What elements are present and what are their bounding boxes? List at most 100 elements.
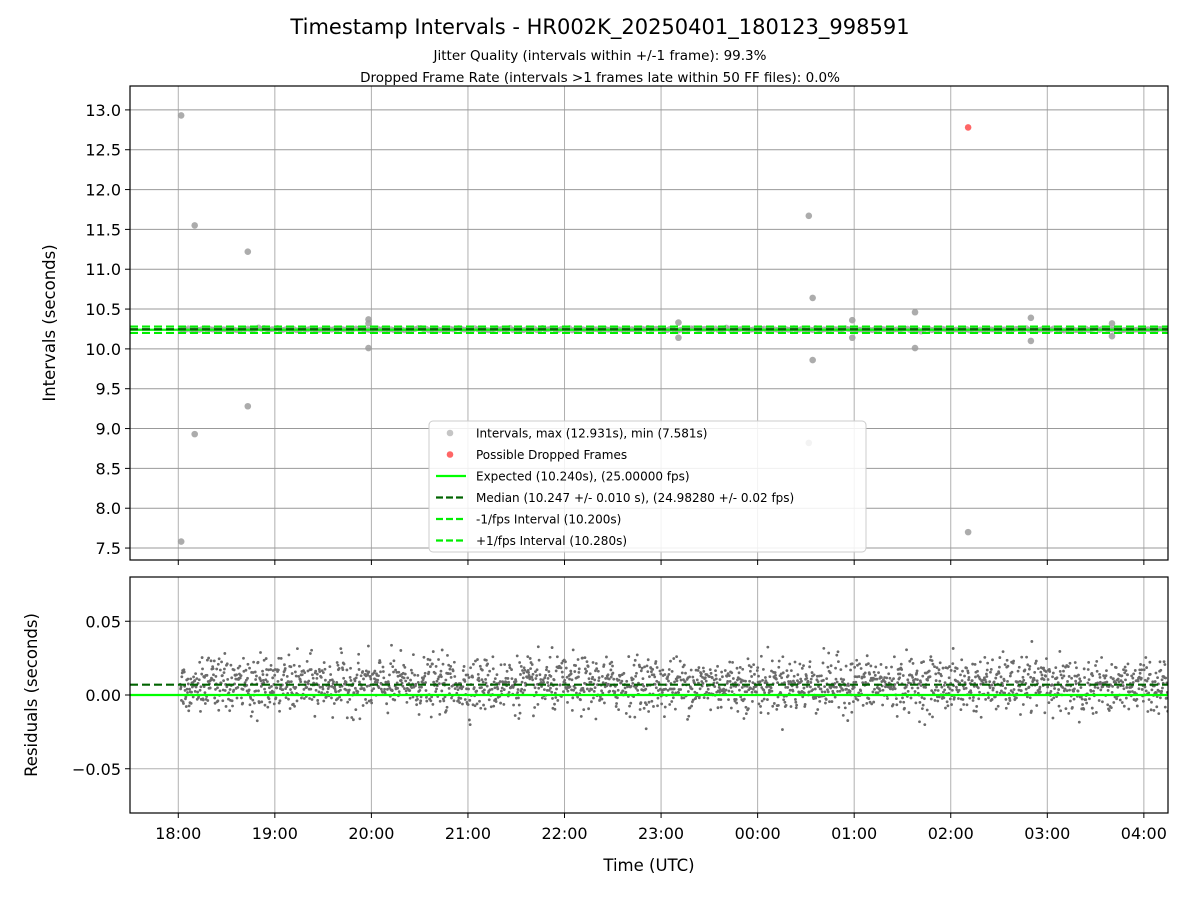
residual-point — [989, 670, 992, 674]
residual-point — [1003, 663, 1007, 666]
residual-point — [899, 662, 903, 666]
residual-point — [875, 677, 879, 681]
residual-point — [373, 680, 377, 684]
residual-point — [656, 689, 660, 692]
residual-point — [1040, 673, 1044, 677]
residual-point — [347, 688, 351, 692]
residual-point — [739, 680, 743, 684]
residual-point — [423, 674, 427, 678]
residual-point — [666, 689, 670, 692]
residual-point — [238, 676, 242, 680]
residual-point — [1161, 686, 1164, 690]
residual-point — [852, 700, 855, 704]
residual-point — [1087, 678, 1091, 681]
residual-point — [419, 699, 423, 703]
residual-point — [440, 689, 444, 693]
residual-point — [1130, 674, 1134, 678]
residual-point — [1003, 691, 1007, 695]
residual-point — [713, 685, 717, 688]
residual-point — [877, 671, 880, 674]
interval-outlier-point — [177, 538, 185, 545]
residual-point — [494, 700, 498, 703]
residual-point — [303, 671, 307, 675]
residual-point — [1073, 674, 1077, 678]
residual-point — [550, 690, 554, 694]
residual-point — [951, 662, 955, 666]
residual-point — [182, 702, 185, 705]
residual-point — [553, 702, 556, 706]
residual-point — [683, 680, 687, 684]
residual-point — [1163, 663, 1167, 666]
residual-point — [719, 705, 723, 709]
residual-point — [792, 674, 796, 678]
residual-point — [378, 660, 382, 664]
residual-point — [593, 678, 597, 682]
residual-point — [956, 680, 960, 683]
residual-point — [554, 696, 558, 699]
residual-point — [1054, 666, 1058, 669]
residual-point — [223, 689, 227, 692]
residual-point — [855, 658, 859, 662]
residual-point — [805, 677, 809, 680]
residual-point — [828, 671, 832, 675]
residual-point — [216, 686, 219, 690]
y-tick-label: 12.0 — [85, 181, 121, 200]
residual-point — [928, 675, 932, 679]
residual-point — [261, 669, 264, 673]
residual-point — [998, 691, 1002, 695]
residual-point — [1073, 661, 1077, 664]
residual-point — [922, 697, 926, 701]
residual-point — [656, 704, 659, 708]
residual-point — [950, 703, 953, 706]
interval-outlier-point — [244, 248, 252, 256]
residual-point — [570, 708, 574, 712]
residual-point — [955, 688, 959, 692]
residual-point — [669, 659, 672, 663]
residual-point — [884, 666, 888, 669]
intervals-y-axis-label: Intervals (seconds) — [40, 244, 59, 401]
residual-point — [748, 679, 751, 683]
residual-point — [886, 697, 889, 700]
residual-point — [716, 706, 720, 710]
residual-point — [515, 654, 519, 658]
residual-point — [893, 687, 897, 691]
residual-point — [789, 669, 793, 672]
residual-point — [1027, 685, 1031, 689]
residual-point — [244, 668, 248, 672]
residual-point — [537, 658, 541, 662]
residual-point — [1124, 669, 1128, 673]
residual-point — [290, 672, 294, 675]
residual-point — [1072, 689, 1076, 693]
residual-point — [492, 680, 496, 684]
residual-point — [1046, 678, 1050, 681]
residual-point — [814, 711, 818, 715]
residual-point — [953, 669, 957, 673]
residual-point — [449, 665, 453, 668]
residual-point — [588, 672, 592, 676]
legend-marker — [446, 429, 454, 437]
residual-point — [399, 679, 403, 682]
residual-point — [350, 716, 354, 719]
residual-point — [479, 706, 483, 710]
residual-point — [1155, 705, 1159, 709]
residual-point — [826, 665, 830, 669]
residual-point — [576, 695, 580, 699]
residual-point — [1139, 676, 1143, 680]
residual-point — [600, 697, 604, 701]
residual-point — [247, 688, 251, 692]
residual-point — [998, 665, 1001, 669]
residual-point — [345, 688, 348, 692]
residual-point — [917, 682, 921, 686]
residual-point — [360, 687, 364, 690]
residual-point — [702, 696, 706, 699]
residual-point — [577, 667, 581, 671]
residual-point — [238, 664, 242, 668]
residual-point — [957, 697, 960, 700]
residual-point — [369, 675, 372, 678]
residual-point — [240, 696, 243, 700]
residual-point — [749, 669, 752, 673]
residual-point — [718, 678, 722, 681]
residual-point — [900, 668, 904, 671]
residual-point — [738, 666, 742, 669]
residual-point — [705, 690, 709, 694]
